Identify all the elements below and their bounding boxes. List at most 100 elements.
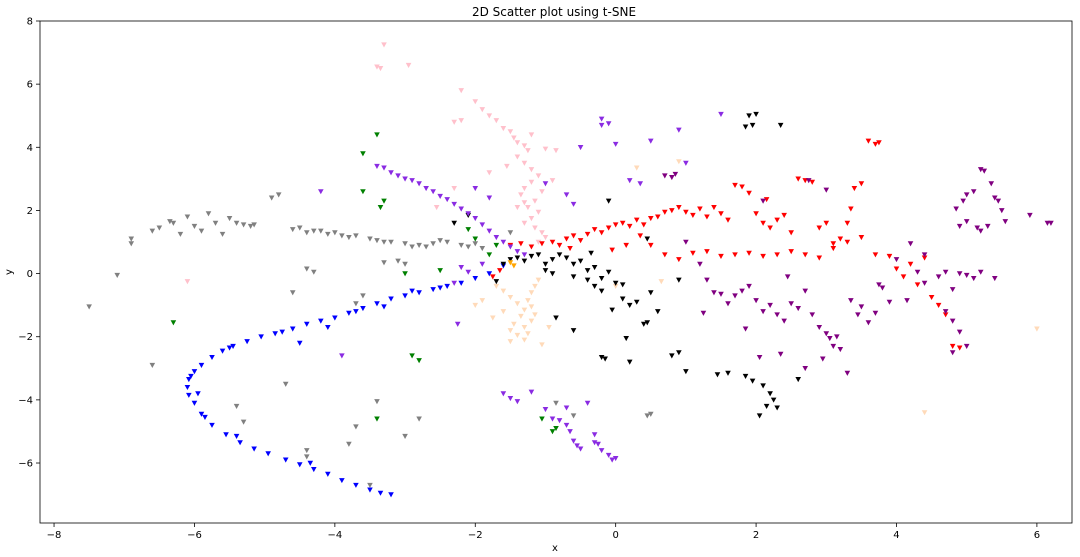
y-tick-label: 0	[27, 269, 33, 280]
scatter-point-s3-26	[521, 220, 528, 226]
scatter-point-s1-4	[149, 228, 156, 234]
scatter-point-s1-33	[388, 239, 394, 245]
scatter-point-s4-24	[546, 324, 552, 331]
scatter-point-s6-36	[553, 315, 559, 321]
scatter-point-s3-40	[184, 279, 191, 285]
scatter-point-s6-5	[535, 252, 542, 258]
scatter-point-s4-16	[507, 294, 514, 301]
scatter-point-s0-18	[186, 377, 192, 383]
scatter-point-s7-46	[598, 122, 605, 128]
scatter-point-s8-37	[921, 280, 928, 286]
scatter-point-s1-56	[303, 448, 310, 454]
scatter-point-s0-13	[209, 422, 215, 428]
scatter-point-s5-81	[623, 242, 630, 248]
y-tick-label: −4	[18, 395, 33, 406]
scatter-point-s5-6	[563, 236, 570, 242]
scatter-point-s6-63	[676, 277, 682, 283]
scatter-point-s5-25	[697, 206, 703, 212]
scatter-point-s4-25	[507, 339, 514, 345]
scatter-point-s5-37	[781, 212, 787, 218]
scatter-point-s2-9	[493, 242, 500, 248]
scatter-point-s8-4	[697, 261, 703, 267]
scatter-point-s0-32	[360, 306, 366, 312]
scatter-point-s8-6	[711, 290, 717, 296]
scatter-point-s5-63	[647, 242, 654, 248]
scatter-point-s1-61	[416, 416, 422, 422]
scatter-point-s4-12	[511, 321, 517, 327]
scatter-point-s7-53	[637, 181, 644, 187]
scatter-point-s1-0	[86, 304, 92, 310]
scatter-point-s6-39	[725, 370, 731, 376]
scatter-point-s8-32	[879, 285, 886, 291]
scatter-point-s0-35	[402, 293, 408, 299]
scatter-point-s0-22	[219, 348, 226, 354]
scatter-point-s1-12	[212, 220, 219, 226]
scatter-point-s0-43	[325, 324, 331, 331]
scatter-point-s6-23	[598, 288, 605, 294]
scatter-point-s3-27	[532, 225, 538, 231]
scatter-point-s8-82	[855, 312, 861, 318]
scatter-point-s0-37	[430, 287, 436, 293]
scatter-point-s1-66	[570, 413, 577, 419]
scatter-point-s1-21	[296, 225, 303, 231]
scatter-point-s6-44	[770, 397, 777, 403]
x-tick-label: −4	[327, 530, 342, 541]
scatter-point-s1-11	[205, 211, 212, 217]
scatter-point-s0-25	[258, 334, 264, 340]
scatter-point-s8-80	[876, 282, 882, 288]
scatter-point-s5-48	[858, 181, 865, 187]
scatter-point-s3-29	[542, 234, 549, 241]
scatter-point-s8-12	[753, 298, 759, 304]
scatter-point-s7-35	[563, 422, 570, 428]
scatter-point-s3-14	[525, 148, 531, 154]
scatter-point-s1-26	[332, 230, 338, 236]
scatter-point-s0-21	[209, 354, 215, 361]
scatter-point-s3-21	[518, 192, 524, 198]
scatter-point-s5-62	[956, 345, 963, 351]
scatter-point-s0-20	[198, 362, 205, 368]
scatter-point-s5-61	[949, 343, 956, 349]
scatter-point-s0-9	[265, 451, 271, 457]
scatter-point-s7-51	[683, 160, 689, 166]
scatter-point-s7-11	[451, 201, 458, 207]
scatter-point-s5-31	[739, 184, 745, 190]
y-tick-label: −6	[18, 459, 33, 470]
scatter-point-s8-29	[858, 304, 865, 310]
scatter-point-s5-21	[669, 208, 675, 214]
scatter-point-s8-59	[998, 208, 1005, 214]
scatter-point-s3-5	[472, 99, 479, 105]
scatter-point-s1-10	[198, 228, 205, 234]
scatter-point-s0-47	[195, 391, 201, 397]
scatter-point-s3-11	[511, 135, 517, 141]
scatter-point-s0-48	[188, 373, 194, 379]
scatter-point-s7-6	[416, 181, 422, 187]
scatter-point-s8-81	[700, 310, 707, 316]
scatter-point-s8-21	[816, 324, 823, 331]
scatter-point-s2-10	[409, 353, 415, 359]
scatter-point-s8-49	[963, 343, 970, 349]
scatter-point-s3-30	[535, 239, 542, 245]
scatter-point-s6-15	[605, 269, 612, 275]
scatter-point-s6-0	[500, 261, 507, 267]
scatter-point-s9-1	[511, 263, 517, 269]
scatter-point-s5-26	[704, 214, 710, 220]
scatter-point-s6-12	[584, 268, 591, 274]
scatter-point-s8-30	[865, 320, 872, 326]
scatter-point-s5-28	[718, 211, 724, 217]
y-tick-label: 2	[27, 206, 33, 217]
scatter-point-s6-33	[598, 354, 605, 361]
scatter-point-s3-15	[514, 154, 521, 160]
scatter-point-s1-59	[374, 399, 380, 405]
scatter-point-s1-20	[289, 227, 296, 233]
scatter-point-s2-0	[170, 320, 177, 326]
scatter-point-s7-4	[402, 176, 408, 182]
scatter-point-s8-18	[795, 306, 802, 312]
scatter-point-s7-16	[486, 228, 493, 234]
scatter-point-s0-0	[388, 492, 394, 498]
scatter-point-s6-51	[749, 122, 756, 128]
scatter-point-s7-18	[500, 239, 507, 245]
scatter-point-s7-34	[556, 418, 563, 424]
scatter-point-s3-33	[521, 200, 528, 206]
scatter-point-s0-51	[307, 460, 314, 466]
scatter-point-s1-48	[303, 266, 310, 272]
